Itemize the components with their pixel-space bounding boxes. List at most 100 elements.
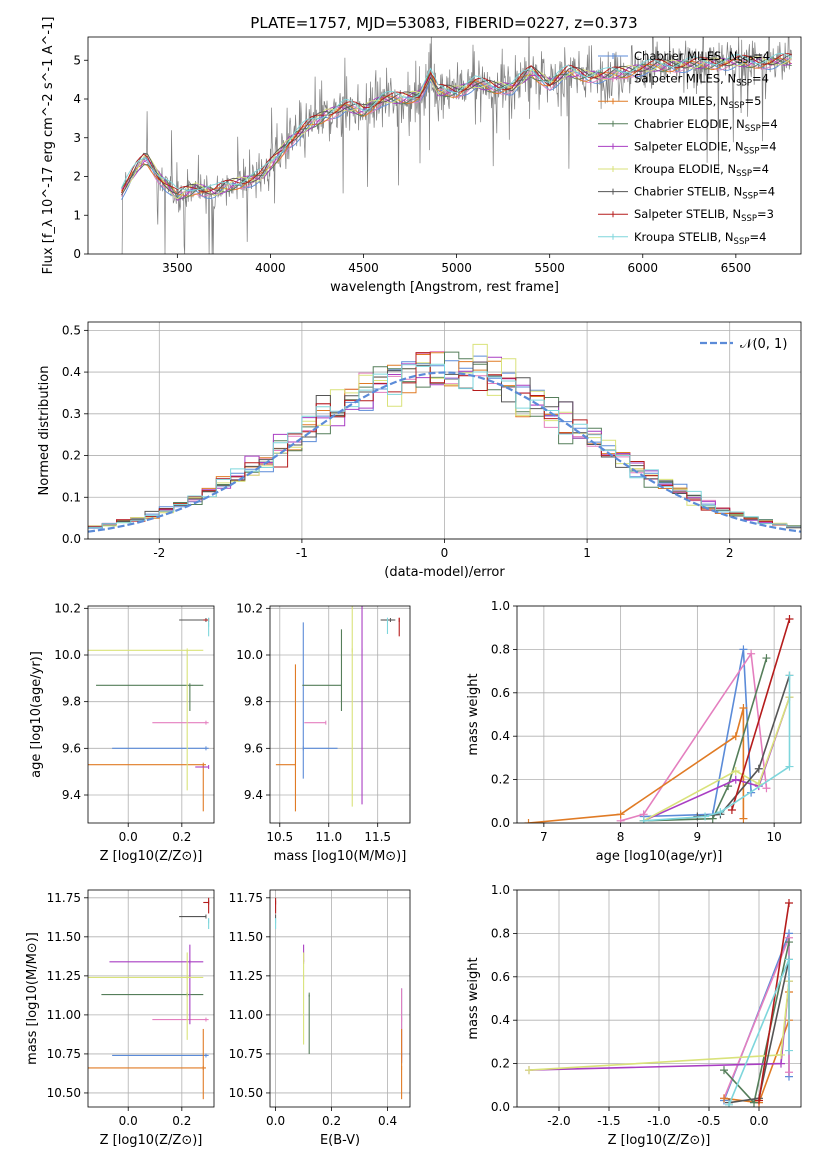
x-tick-label: 4500 [348, 261, 379, 275]
x-tick-label: 8 [617, 830, 625, 844]
y-tick-label: 10.50 [47, 1086, 81, 1100]
x-tick-label: 0.4 [378, 1114, 397, 1128]
y-tick-label: 0 [73, 247, 81, 261]
y-tick-label: 0.6 [491, 970, 510, 984]
weight-point-chabrier-elodie [720, 1066, 728, 1075]
y-tick-label: 11.25 [229, 969, 263, 983]
x-tick-label: 2 [726, 546, 734, 560]
legend-entry-label: Kroupa ELODIE, NSSP=4 [634, 162, 769, 179]
y-tick-label: 11.00 [229, 1008, 263, 1022]
weight-point-salpeter-miles [747, 649, 756, 658]
x-tick-label: 0.2 [172, 1114, 191, 1128]
weight-point-chabrier-elodie [708, 814, 717, 823]
y-axis-label: mass [log10(M/M⊙)] [25, 932, 40, 1065]
y-axis-label: Flux [f_λ 10^-17 erg cm^-2 s^-1 A^-1] [41, 17, 56, 275]
y-axis-label: mass weight [466, 673, 481, 755]
axes-frame [516, 605, 802, 824]
panel-age-vs-mass: 10.5 11.0 11.5 9.4 9.6 9.8 10.0 10.2 mass [log10… [236, 601, 411, 864]
weight-line-salpeter-stelib [731, 618, 791, 811]
x-axis-label: age [log10(age/yr)] [596, 849, 723, 864]
weight-line-kroupa-miles [723, 992, 790, 1104]
legend-entry-label: Salpeter STELIB, NSSP=3 [634, 207, 774, 224]
y-tick-label: 11.50 [47, 930, 81, 944]
y-tick-label: 11.00 [47, 1008, 81, 1022]
plot-area-residuals [88, 343, 801, 533]
weight-point-kroupa-miles [739, 814, 748, 823]
weight-point-kroupa-elodie [777, 1050, 785, 1059]
y-tick-label: 3 [73, 131, 81, 145]
model-line-chabrier-miles [121, 58, 792, 200]
legend-entry-label: 𝒩(0, 1) [740, 337, 787, 352]
weight-point-kroupa-miles [616, 810, 625, 819]
plot-area-mass-vs-Z [88, 897, 210, 1100]
weight-point-chabrier-elodie [762, 654, 771, 663]
plot-area-mass-vs-EBV [275, 897, 403, 1100]
y-tick-label: 0.8 [491, 926, 510, 940]
x-tick-label: -1.0 [647, 1114, 670, 1128]
x-tick-label: 1 [583, 546, 591, 560]
weight-line-kroupa-stelib [643, 675, 791, 822]
model-line-kroupa-stelib [121, 52, 792, 192]
y-tick-label: 10.2 [54, 601, 81, 615]
y-tick-label: 11.75 [47, 891, 81, 905]
x-tick-label: -1.5 [597, 1114, 620, 1128]
y-tick-label: 0.3 [62, 407, 81, 421]
axes-frame [87, 605, 215, 824]
weight-line-salpeter-stelib [758, 902, 790, 1101]
weight-line-salpeter-miles [723, 937, 790, 1099]
x-tick-label: 5000 [441, 261, 472, 275]
y-tick-label: 9.4 [244, 788, 263, 802]
panel-mass-vs-EBV: 0.0 0.2 0.4 10.50 10.75 11.00 11.25 11.50 11.75 E… [229, 889, 411, 1148]
y-tick-label: 9.6 [62, 741, 81, 755]
y-tick-label: 0.2 [62, 449, 81, 463]
weight-point-salpeter-miles [762, 784, 771, 793]
histogram-step-salpeter-stelib [88, 352, 801, 527]
plot-area-mass-weight-vs-age [524, 615, 794, 823]
y-tick-label: 0.5 [62, 323, 81, 337]
weight-line-kroupa-elodie [643, 696, 791, 822]
weight-point-kroupa-miles [720, 1094, 728, 1103]
weight-point-kroupa-stelib [785, 1046, 793, 1055]
model-line-salpeter-miles [121, 58, 792, 197]
y-tick-label: 10.75 [229, 1047, 263, 1061]
weight-point-kroupa-stelib [785, 762, 794, 771]
panel-residuals: -2 -1 0 1 2 0.0 0.1 0.2 0.3 0.4 0.5 (data-model)/er… [37, 321, 802, 580]
x-tick-label: -0.5 [697, 1114, 720, 1128]
y-tick-label: 9.8 [62, 695, 81, 709]
weight-point-kroupa-stelib [716, 808, 725, 817]
x-tick-label: 0.2 [172, 830, 191, 844]
x-tick-label: 11.0 [315, 830, 342, 844]
plot-area-age-vs-mass [275, 606, 400, 812]
x-tick-label: 6000 [627, 261, 658, 275]
y-tick-label: 10.2 [236, 601, 263, 615]
y-tick-label: 11.75 [229, 891, 263, 905]
y-axis-label: age [log10(age/yr)] [29, 651, 44, 778]
x-axis-label: E(B-V) [320, 1133, 360, 1148]
y-tick-label: 11.50 [229, 930, 263, 944]
y-tick-label: 1.0 [491, 599, 510, 613]
model-line-salpeter-stelib [121, 53, 792, 194]
y-axis-label: mass weight [466, 957, 481, 1039]
x-tick-label: 9 [694, 830, 702, 844]
x-axis-label: (data-model)/error [384, 565, 505, 580]
panel-mass-weight-vs-Z: -2.0 -1.5 -1.0 -0.5 0.0 0.0 0.2 0.4 0.6 0.8 1.0 Z [… [466, 883, 802, 1148]
weight-point-kroupa-miles [739, 703, 748, 712]
y-axis-label: Normed distribution [37, 366, 52, 496]
y-tick-label: 1 [73, 208, 81, 222]
weight-point-kroupa-miles [731, 732, 740, 741]
y-tick-label: 0.4 [62, 365, 81, 379]
x-tick-label: 0 [441, 546, 449, 560]
weight-point-kroupa-stelib [785, 955, 793, 964]
x-tick-label: 4000 [255, 261, 286, 275]
y-tick-label: 10.0 [54, 648, 81, 662]
y-tick-label: 5 [73, 53, 81, 67]
y-tick-label: 9.6 [244, 741, 263, 755]
x-axis-label: Z [log10(Z/Z⊙)] [100, 1133, 203, 1148]
legend-entry-label: Chabrier STELIB, NSSP=4 [634, 185, 775, 202]
weight-point-kroupa-elodie [525, 1066, 533, 1075]
x-tick-label: -1 [296, 546, 308, 560]
x-axis-label: Z [log10(Z/Z⊙)] [100, 849, 203, 864]
y-tick-label: 0.2 [491, 1057, 510, 1071]
weight-point-kroupa-elodie [731, 766, 740, 775]
